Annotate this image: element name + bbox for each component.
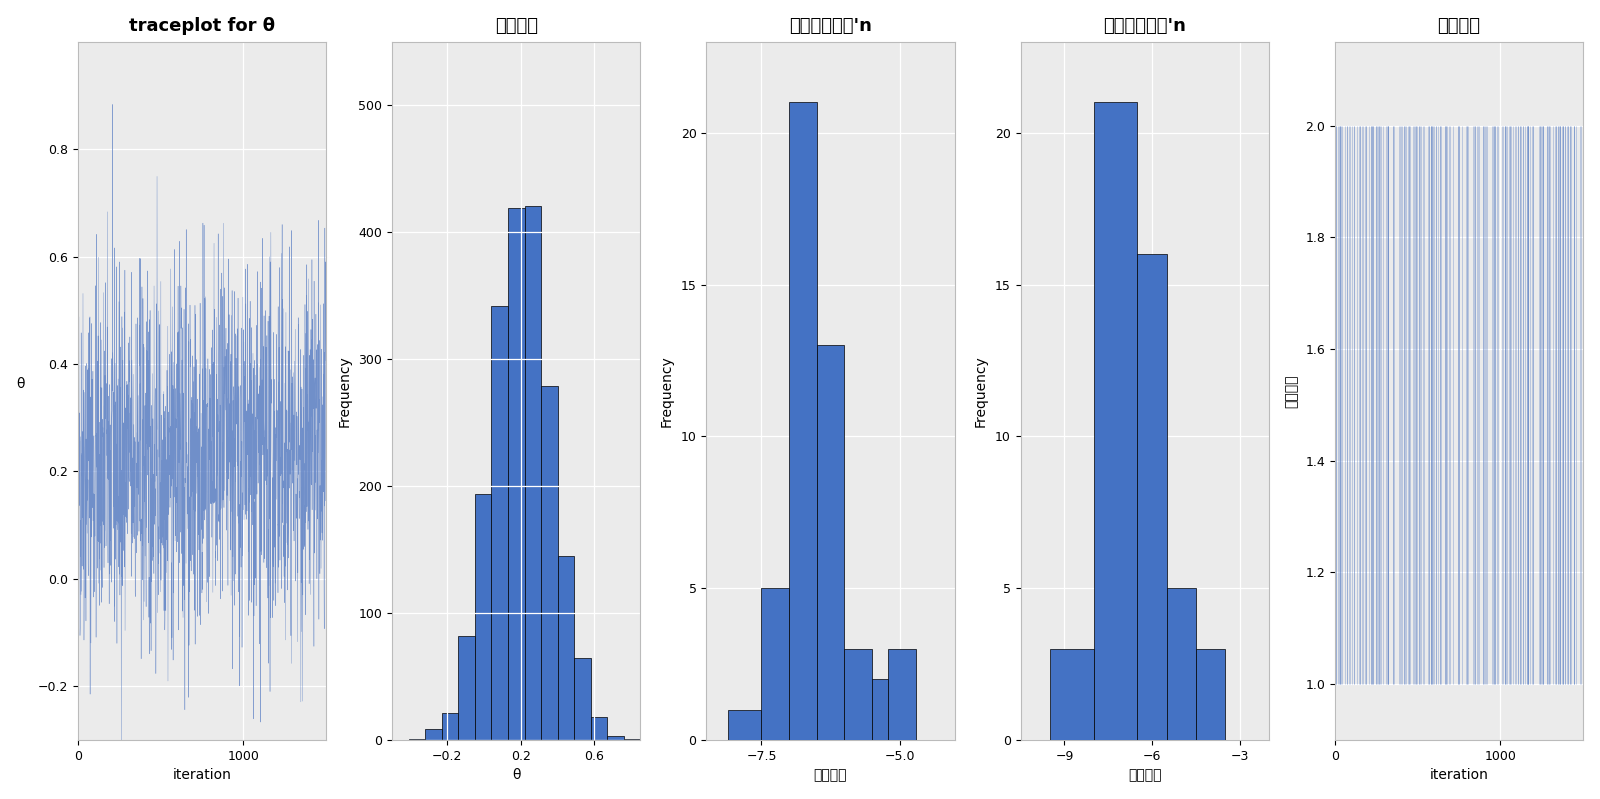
Y-axis label: 成分数量: 成分数量 xyxy=(1285,374,1298,407)
Bar xyxy=(608,736,624,740)
Bar xyxy=(872,679,888,740)
Bar xyxy=(816,345,845,740)
Bar xyxy=(762,588,789,740)
Bar xyxy=(789,102,816,740)
Title: traceplot for θ: traceplot for θ xyxy=(130,17,275,34)
Bar xyxy=(458,636,475,740)
Bar xyxy=(624,739,640,740)
Bar xyxy=(541,386,558,740)
Bar xyxy=(408,739,426,740)
Bar xyxy=(1050,649,1094,740)
Bar xyxy=(558,556,574,740)
Bar xyxy=(590,718,608,740)
Title: 药物效果: 药物效果 xyxy=(494,17,538,34)
X-axis label: iteration: iteration xyxy=(173,769,232,782)
Bar xyxy=(728,710,762,740)
Bar xyxy=(574,658,590,740)
Title: 成分数量: 成分数量 xyxy=(1437,17,1480,34)
X-axis label: 后验均值: 后验均值 xyxy=(814,769,848,782)
Y-axis label: Frequency: Frequency xyxy=(338,355,352,427)
Title: 随机效应分布'n: 随机效应分布'n xyxy=(1104,17,1186,34)
Bar xyxy=(1195,649,1226,740)
Bar xyxy=(442,714,458,740)
Bar xyxy=(1094,102,1138,740)
X-axis label: θ: θ xyxy=(512,769,520,782)
Y-axis label: θ: θ xyxy=(16,377,26,391)
Bar xyxy=(475,494,491,740)
X-axis label: 单次抽样: 单次抽样 xyxy=(1128,769,1162,782)
Bar xyxy=(525,205,541,740)
Title: 随机效应分布'n: 随机效应分布'n xyxy=(789,17,872,34)
Bar xyxy=(1138,254,1166,740)
Bar xyxy=(491,306,507,740)
Y-axis label: Frequency: Frequency xyxy=(659,355,674,427)
Bar xyxy=(845,649,872,740)
Bar xyxy=(1166,588,1195,740)
X-axis label: iteration: iteration xyxy=(1430,769,1488,782)
Bar xyxy=(426,729,442,740)
Bar xyxy=(507,208,525,740)
Y-axis label: Frequency: Frequency xyxy=(974,355,987,427)
Bar xyxy=(888,649,917,740)
